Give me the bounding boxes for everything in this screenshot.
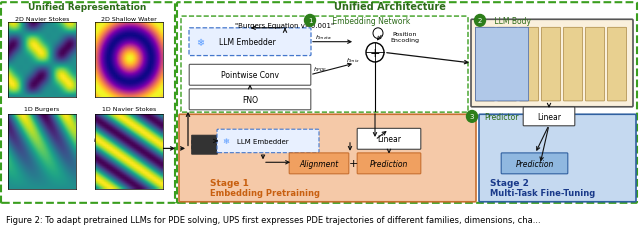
Text: Figure 2: To adapt pretrained LLMs for PDE solving, UPS first expresses PDE traj: Figure 2: To adapt pretrained LLMs for P… bbox=[6, 215, 541, 224]
Text: 2D Navier Stokes: 2D Navier Stokes bbox=[15, 17, 69, 22]
FancyBboxPatch shape bbox=[586, 28, 605, 101]
FancyBboxPatch shape bbox=[191, 146, 218, 155]
Text: LLM Embedder: LLM Embedder bbox=[219, 38, 275, 47]
Text: $h_{mix}$: $h_{mix}$ bbox=[346, 56, 360, 64]
FancyBboxPatch shape bbox=[501, 153, 568, 174]
Text: Pointwise Conv: Pointwise Conv bbox=[221, 71, 279, 80]
Text: Stage 2: Stage 2 bbox=[490, 178, 529, 187]
Circle shape bbox=[474, 15, 486, 27]
FancyBboxPatch shape bbox=[189, 29, 311, 56]
FancyBboxPatch shape bbox=[541, 28, 561, 101]
Text: $h_{meta}$: $h_{meta}$ bbox=[315, 33, 332, 42]
Text: 3: 3 bbox=[470, 114, 474, 120]
FancyBboxPatch shape bbox=[497, 28, 516, 101]
FancyBboxPatch shape bbox=[191, 135, 218, 144]
Text: "Burgers Equation v=0.001": "Burgers Equation v=0.001" bbox=[236, 22, 335, 28]
Text: 1: 1 bbox=[308, 18, 312, 24]
Text: +: + bbox=[370, 47, 380, 60]
Text: Unified Architecture: Unified Architecture bbox=[334, 3, 446, 12]
Text: ❄: ❄ bbox=[222, 137, 229, 146]
FancyBboxPatch shape bbox=[189, 65, 311, 86]
FancyBboxPatch shape bbox=[191, 141, 218, 149]
Text: Stage 1: Stage 1 bbox=[210, 178, 249, 187]
Text: 2: 2 bbox=[478, 18, 482, 24]
Text: LLM Embedder: LLM Embedder bbox=[237, 138, 289, 144]
FancyBboxPatch shape bbox=[520, 28, 538, 101]
FancyBboxPatch shape bbox=[563, 28, 582, 101]
Text: FNO: FNO bbox=[242, 95, 258, 104]
Text: Prediction: Prediction bbox=[370, 159, 408, 168]
Text: LLM Body: LLM Body bbox=[492, 17, 531, 26]
Text: Unified Representation: Unified Representation bbox=[28, 3, 146, 12]
FancyBboxPatch shape bbox=[289, 153, 349, 174]
Text: Linear: Linear bbox=[537, 112, 561, 121]
FancyBboxPatch shape bbox=[217, 130, 319, 153]
Text: 2D Shallow Water: 2D Shallow Water bbox=[101, 17, 157, 22]
FancyBboxPatch shape bbox=[189, 89, 311, 110]
Text: Prediction: Prediction bbox=[516, 159, 554, 168]
Circle shape bbox=[305, 15, 316, 27]
Text: $^{N\times n\times n}$: $^{N\times n\times n}$ bbox=[93, 137, 118, 146]
Text: 1D Burgers: 1D Burgers bbox=[24, 107, 60, 112]
FancyBboxPatch shape bbox=[476, 28, 529, 101]
Text: Multi-Task Fine-Tuning: Multi-Task Fine-Tuning bbox=[490, 188, 595, 197]
FancyBboxPatch shape bbox=[471, 20, 633, 107]
FancyBboxPatch shape bbox=[607, 28, 627, 101]
Text: 1D Navier Stokes: 1D Navier Stokes bbox=[102, 107, 156, 112]
Text: Position
Encoding: Position Encoding bbox=[390, 32, 419, 43]
Circle shape bbox=[467, 111, 477, 123]
Text: Embedding Network: Embedding Network bbox=[330, 17, 410, 26]
FancyBboxPatch shape bbox=[476, 28, 495, 101]
FancyBboxPatch shape bbox=[179, 115, 476, 202]
FancyBboxPatch shape bbox=[357, 153, 421, 174]
Text: Embedding Pretraining: Embedding Pretraining bbox=[210, 188, 320, 197]
Text: ❄: ❄ bbox=[196, 37, 204, 48]
Text: Alignment: Alignment bbox=[300, 159, 339, 168]
Text: Linear: Linear bbox=[377, 135, 401, 144]
Text: +: + bbox=[348, 159, 358, 169]
Text: $\mathbf{u}_t(\mathbf{x})\in\mathbb{R}$: $\mathbf{u}_t(\mathbf{x})\in\mathbb{R}$ bbox=[10, 140, 55, 153]
FancyBboxPatch shape bbox=[524, 108, 575, 126]
Text: $h_{PDE}$: $h_{PDE}$ bbox=[313, 65, 328, 74]
FancyBboxPatch shape bbox=[357, 129, 421, 150]
FancyBboxPatch shape bbox=[479, 115, 636, 202]
Text: Predictor: Predictor bbox=[484, 112, 518, 121]
